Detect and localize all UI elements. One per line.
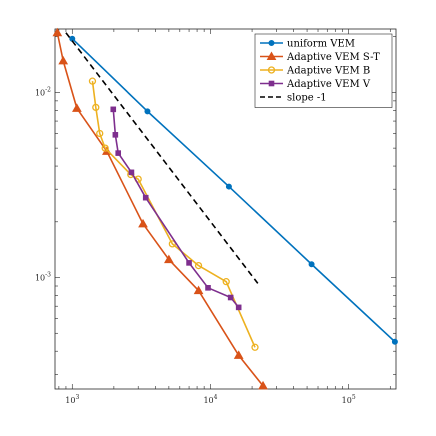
data-point: [72, 103, 82, 112]
data-point: [205, 285, 211, 291]
data-point: [112, 132, 119, 138]
data-point: [227, 294, 234, 301]
axis-ticks: 103 104 105 10-2 10-3: [35, 29, 396, 405]
data-point: [52, 27, 63, 37]
data-point: [144, 108, 151, 115]
legend: uniform VEM Adaptive VEM S-T Adaptive VEM …: [254, 33, 393, 108]
data-point: [142, 194, 149, 201]
data-point: [164, 254, 174, 264]
legend-entry: Adaptive VEM S-T: [286, 52, 380, 63]
series-layer: [52, 27, 398, 390]
data-point: [58, 55, 69, 65]
data-point: [69, 35, 76, 42]
data-point: [233, 350, 244, 359]
x-tick-label: 104: [203, 394, 217, 405]
data-point: [88, 77, 97, 85]
data-point: [258, 380, 268, 390]
data-point: [101, 144, 109, 152]
data-point: [251, 343, 259, 351]
legend-marker: [267, 66, 276, 74]
data-point: [115, 150, 122, 156]
data-point: [235, 304, 242, 311]
data-point: [186, 260, 192, 266]
data-point: [194, 261, 203, 270]
data-point: [128, 169, 135, 176]
data-point: [391, 338, 398, 345]
data-point: [193, 285, 204, 295]
legend-entry: slope -1: [287, 93, 327, 104]
data-point: [96, 129, 104, 138]
series-line: [65, 32, 259, 284]
y-tick-label: 10-2: [35, 86, 51, 97]
legend-marker: [266, 51, 277, 60]
plot-area: [54, 28, 397, 390]
series-4: [65, 32, 259, 284]
x-tick-label: 105: [342, 394, 356, 405]
legend-entry: Adaptive VEM V: [286, 79, 371, 90]
data-point: [138, 218, 148, 228]
data-point: [110, 106, 117, 113]
legend-entry: uniform VEM: [287, 39, 355, 50]
data-point: [225, 183, 232, 190]
y-tick-label: 10-3: [35, 272, 51, 283]
data-point: [308, 261, 315, 268]
x-tick-label: 103: [65, 394, 79, 405]
data-point: [168, 240, 177, 248]
series-3: [110, 106, 242, 311]
series-0: [69, 35, 398, 345]
legend-marker: [268, 80, 275, 87]
data-point: [92, 103, 100, 112]
legend-entry: Adaptive VEM B: [286, 66, 370, 77]
legend-marker: [268, 40, 275, 46]
data-point: [222, 278, 230, 286]
